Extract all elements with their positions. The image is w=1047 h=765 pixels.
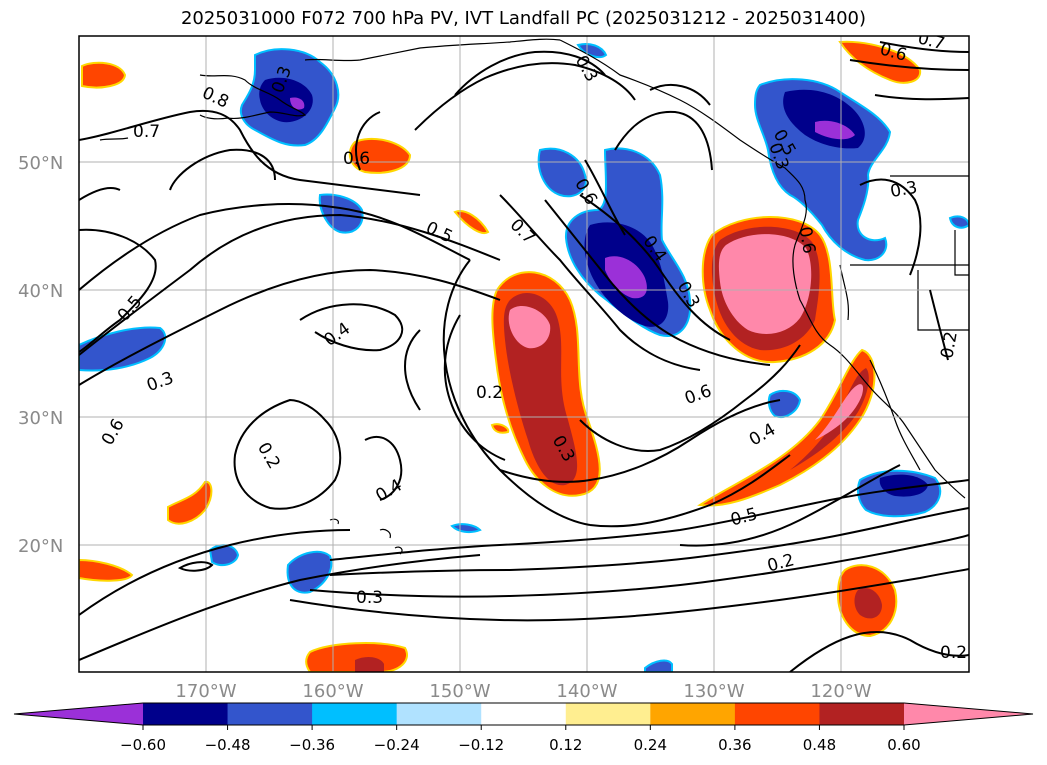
lon-label: 130°W — [683, 681, 744, 702]
lat-label: 40°N — [18, 281, 63, 302]
contour-label: 0.2 — [476, 383, 503, 403]
colorbar-tick-label: −0.12 — [458, 736, 504, 754]
colorbar-tick-label: 0.60 — [887, 736, 920, 754]
lat-label: 30°N — [18, 408, 63, 429]
pv-contours — [79, 41, 969, 672]
contour-label: 0.3 — [889, 178, 919, 202]
contour-label: 0.3 — [356, 588, 383, 608]
colorbar-tick-label: 0.48 — [803, 736, 836, 754]
contour-label: 0.2 — [940, 643, 967, 663]
lon-label: 150°W — [429, 681, 490, 702]
lat-label: 20°N — [18, 536, 63, 557]
longitude-labels: 170°W 160°W 150°W 140°W 130°W 120°W — [175, 681, 871, 702]
lon-label: 170°W — [175, 681, 236, 702]
colorbar-tick-label: −0.60 — [120, 736, 166, 754]
colorbar-extend-low — [14, 703, 143, 725]
colorbar-tick-label: −0.24 — [374, 736, 420, 754]
colorbar-segment — [481, 703, 567, 725]
lon-label: 160°W — [302, 681, 363, 702]
colorbar: −0.60 −0.48 −0.36 −0.24 −0.12 0.12 0.24 0.36 0.4… — [13, 702, 1034, 754]
page-title: 2025031000 F072 700 hPa PV, IVT Landfall… — [180, 8, 867, 29]
colorbar-tick-label: −0.36 — [289, 736, 335, 754]
colorbar-tick-label: −0.48 — [205, 736, 251, 754]
colorbar-segment — [143, 703, 229, 725]
contour-label: 0.6 — [343, 149, 370, 169]
colorbar-segment — [565, 703, 651, 725]
lon-label: 120°W — [810, 681, 871, 702]
lon-label: 140°W — [556, 681, 617, 702]
lat-label: 50°N — [18, 153, 63, 174]
colorbar-tick-label: 0.24 — [634, 736, 667, 754]
colorbar-segment — [819, 703, 905, 725]
colorbar-segments — [143, 703, 905, 725]
colorbar-segment — [227, 703, 313, 725]
negative-anomaly-shading — [79, 43, 969, 672]
map-frame — [78, 35, 970, 673]
colorbar-tick-label: 0.12 — [549, 736, 582, 754]
colorbar-segment — [312, 703, 398, 725]
contour-label: 0.7 — [133, 122, 160, 142]
colorbar-extend-high — [904, 703, 1033, 725]
map-area: 0.8 0.7 0.6 0.5 0.3 0.6 0.5 0.7 0.4 0.3 … — [79, 36, 969, 672]
colorbar-segment — [650, 703, 736, 725]
contour-label: 0.6 — [794, 225, 818, 255]
colorbar-segment — [734, 703, 820, 725]
latitude-labels: 50°N 40°N 30°N 20°N — [18, 153, 63, 557]
colorbar-tick-label: 0.36 — [718, 736, 751, 754]
colorbar-segment — [396, 703, 482, 725]
contour-label: 0.2 — [937, 330, 961, 360]
colorbar-ticks: −0.60 −0.48 −0.36 −0.24 −0.12 0.12 0.24 0.36 0.4… — [120, 725, 921, 754]
